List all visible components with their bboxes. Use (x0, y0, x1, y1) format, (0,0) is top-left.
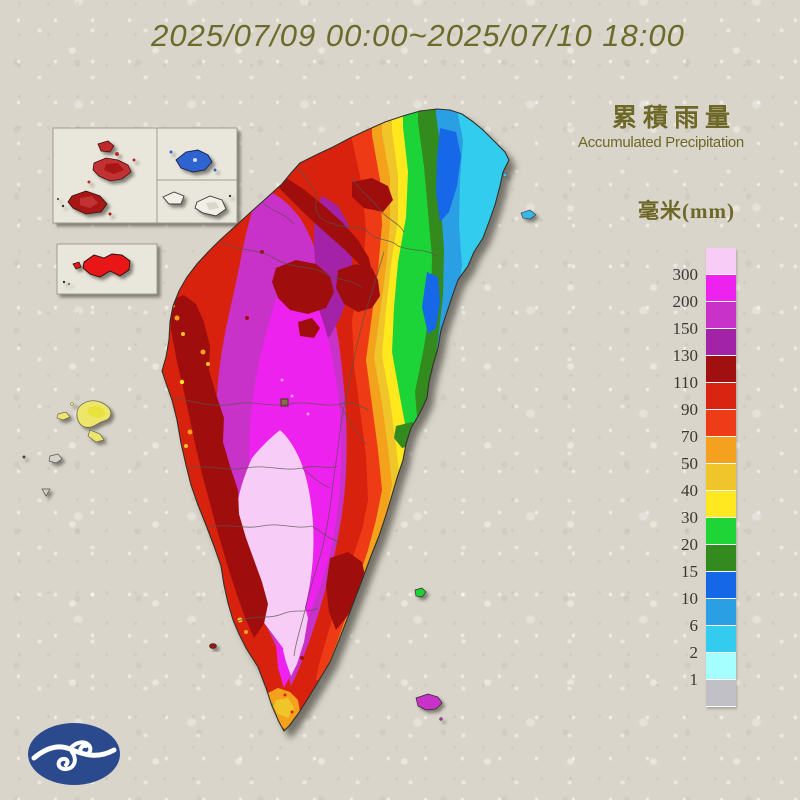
rain-patches-130 (170, 176, 393, 660)
liuqiu-island (209, 643, 217, 649)
county-borders (174, 165, 437, 657)
south-tip-features (264, 688, 300, 730)
inset-wuqiu-islands (162, 191, 232, 217)
page-title: 2025/07/09 00:00~2025/07/10 18:00 (151, 18, 685, 53)
legend-title-zh: 累積雨量 (612, 105, 737, 132)
rain-band-6 (452, 109, 509, 336)
green-island (414, 587, 427, 598)
taiwan-coastline (161, 108, 510, 732)
rain-band-15 (436, 128, 461, 222)
station-marker (280, 398, 289, 407)
inset-dongyin-island (169, 149, 217, 173)
guishan-islet (502, 172, 537, 220)
inset-kinmen-island (62, 253, 131, 285)
inset-matsu-islands (57, 140, 136, 216)
rain-band-10 (432, 109, 509, 408)
penghu-islands (22, 400, 112, 497)
legend-unit-label: 毫米(mm) (638, 199, 735, 223)
rain-band-20 (415, 109, 509, 446)
orchid-island (415, 693, 443, 721)
legend-title-en: Accumulated Precipitation (578, 134, 744, 151)
cwb-logo (28, 723, 120, 785)
